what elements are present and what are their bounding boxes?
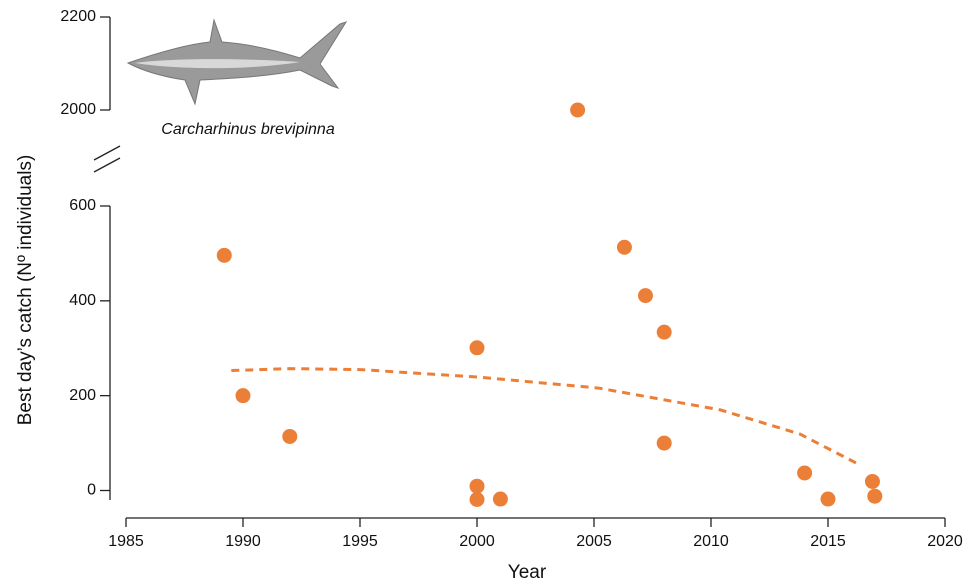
y-tick-label: 400	[69, 292, 96, 309]
x-tick-label: 2015	[810, 533, 846, 550]
point	[493, 492, 508, 507]
point	[638, 288, 653, 303]
point	[865, 474, 880, 489]
x-tick-label: 2000	[459, 533, 495, 550]
annotation: Carcharhinus brevipinna	[161, 121, 335, 138]
point	[282, 429, 297, 444]
point	[217, 248, 232, 263]
axis-break	[94, 146, 120, 160]
point	[821, 492, 836, 507]
axis-break	[94, 158, 120, 172]
point	[470, 479, 485, 494]
x-tick-label: 1990	[225, 533, 261, 550]
point	[617, 240, 632, 255]
point	[867, 489, 882, 504]
trend-line	[231, 369, 860, 466]
x-tick-label: 1995	[342, 533, 378, 550]
x-tick-label: 2010	[693, 533, 729, 550]
x-tick-label: 2020	[927, 533, 963, 550]
x-tick-label: 2005	[576, 533, 612, 550]
shark-icon	[128, 20, 346, 104]
point	[657, 325, 672, 340]
point	[470, 492, 485, 507]
y-tick-label: 2000	[60, 101, 96, 118]
point	[570, 103, 585, 118]
y-tick-label: 600	[69, 197, 96, 214]
y-axis-title: Best day’s catch (Nº individuals)	[15, 155, 36, 426]
point	[797, 465, 812, 480]
y-tick-label: 0	[87, 482, 96, 499]
y-tick-label: 2200	[60, 8, 96, 25]
chart: Carcharhinus brevipinna Year Best day’s …	[0, 0, 980, 583]
point	[657, 436, 672, 451]
point	[236, 388, 251, 403]
y-tick-label: 200	[69, 387, 96, 404]
x-axis-title: Year	[508, 562, 547, 583]
x-tick-label: 1985	[108, 533, 144, 550]
point	[470, 340, 485, 355]
